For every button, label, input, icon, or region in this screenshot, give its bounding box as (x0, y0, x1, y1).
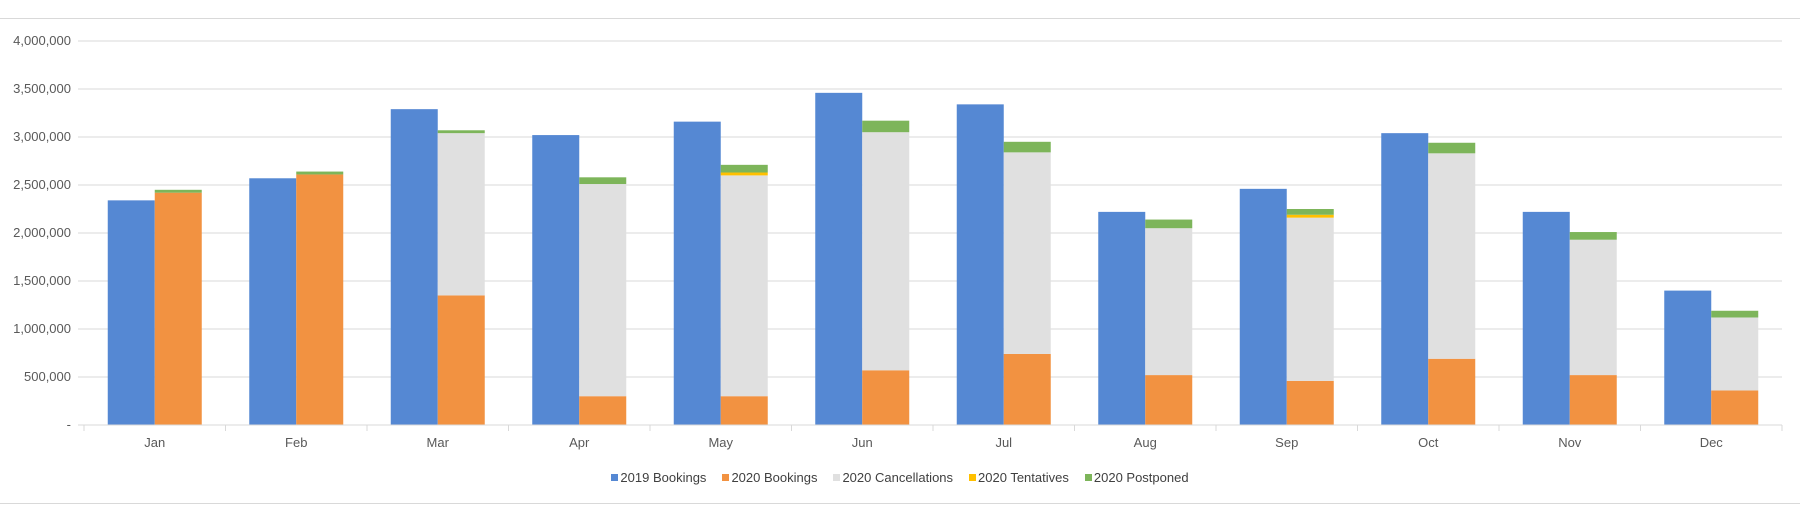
bar-2019-bookings (1239, 188, 1287, 425)
legend: 2019 Bookings 2020 Bookings 2020 Cancellat… (0, 470, 1800, 485)
legend-item: 2020 Cancellations (833, 470, 953, 485)
x-tick-label: Feb (285, 435, 307, 450)
bar-2019-bookings (1522, 211, 1570, 425)
legend-swatch (722, 474, 730, 481)
bar-2020-bookings (579, 396, 627, 425)
bar-2020-postponed (437, 130, 485, 134)
bar-2020-tentatives (1286, 214, 1334, 218)
legend-label: 2020 Tentatives (978, 470, 1069, 485)
bar-2020-postponed (1286, 209, 1334, 215)
y-tick-label: 2,000,000 (13, 225, 71, 240)
y-tick-label: 2,500,000 (13, 177, 71, 192)
bar-2020-postponed (1569, 232, 1617, 240)
bar-2020-bookings (1428, 358, 1476, 425)
bar-2019-bookings (249, 178, 297, 425)
y-tick-label: 3,000,000 (13, 129, 71, 144)
bar-2019-bookings (390, 109, 438, 425)
x-tick-label: Jun (852, 435, 873, 450)
legend-label: 2020 Cancellations (842, 470, 954, 485)
legend-label: 2020 Postponed (1093, 470, 1189, 485)
bar-2020-bookings (1286, 380, 1334, 425)
bar-2020-cancellations (1711, 317, 1759, 391)
legend-swatch (833, 474, 841, 481)
bar-2020-bookings (1145, 375, 1193, 425)
y-tick-label: 1,500,000 (13, 273, 71, 288)
legend-item: 2019 Bookings (611, 470, 706, 485)
legend-item: 2020 Bookings (722, 470, 817, 485)
x-tick-label: Jul (995, 435, 1012, 450)
x-tick-label: Aug (1134, 435, 1157, 450)
bar-2019-bookings (107, 200, 155, 425)
x-tick-label: May (708, 435, 733, 450)
y-tick-label: 1,000,000 (13, 321, 71, 336)
bar-2020-postponed (1428, 142, 1476, 154)
y-tick-label: - (67, 417, 71, 432)
x-tick-label: Nov (1558, 435, 1582, 450)
bar-2020-bookings (1711, 390, 1759, 425)
bar-2020-bookings (1569, 375, 1617, 425)
x-tick-label: Jan (144, 435, 165, 450)
bar-2019-bookings (1664, 290, 1712, 425)
bar-2019-bookings (1098, 211, 1146, 425)
legend-item: 2020 Tentatives (969, 470, 1069, 485)
bar-2020-postponed (720, 164, 768, 173)
bar-2020-postponed (862, 120, 910, 133)
legend-item: 2020 Postponed (1084, 470, 1189, 485)
bar-2020-bookings (154, 192, 202, 425)
legend-label: 2020 Bookings (731, 470, 818, 485)
legend-swatch (969, 474, 977, 481)
bar-2020-bookings (1003, 353, 1051, 425)
bar-2020-cancellations (1145, 228, 1193, 376)
bar-chart: - 500,000 1,000,000 1,500,000 2,000,000 2,500… (13, 33, 1783, 450)
legend-swatch (611, 474, 619, 481)
bar-2020-postponed (579, 177, 627, 185)
bar-2020-cancellations (1286, 217, 1334, 381)
x-tick-label: Apr (569, 435, 590, 450)
bar-2020-postponed (1003, 141, 1051, 153)
bar-2020-cancellations (1003, 152, 1051, 354)
legend-label: 2019 Bookings (620, 470, 707, 485)
bar-2020-cancellations (579, 184, 627, 397)
bar-2020-cancellations (720, 175, 768, 397)
bar-2019-bookings (956, 104, 1004, 426)
bar-2020-bookings (720, 396, 768, 425)
x-tick-label: Mar (427, 435, 450, 450)
bar-2020-bookings (296, 174, 344, 425)
legend-swatch (1084, 474, 1092, 481)
bar-2020-postponed (296, 171, 344, 175)
x-tick-label: Oct (1418, 435, 1439, 450)
y-tick-label: 500,000 (24, 369, 71, 384)
bar-2020-cancellations (862, 132, 910, 371)
y-tick-label: 3,500,000 (13, 81, 71, 96)
chart-area: - 500,000 1,000,000 1,500,000 2,000,000 2,500… (0, 18, 1800, 504)
bar-2019-bookings (532, 135, 580, 425)
bar-2019-bookings (815, 92, 863, 425)
bar-2020-postponed (154, 189, 202, 193)
bar-2019-bookings (673, 121, 721, 425)
bar-2020-cancellations (437, 133, 485, 296)
bar-2020-cancellations (1569, 239, 1617, 376)
bar-2020-postponed (1145, 219, 1193, 229)
bar-2020-postponed (1711, 310, 1759, 318)
x-tick-label: Sep (1275, 435, 1298, 450)
bar-2019-bookings (1381, 133, 1429, 425)
bar-2020-bookings (437, 295, 485, 425)
bar-2020-cancellations (1428, 153, 1476, 359)
bar-2020-tentatives (720, 172, 768, 176)
x-tick-label: Dec (1700, 435, 1724, 450)
y-tick-label: 4,000,000 (13, 33, 71, 48)
bar-2020-bookings (862, 370, 910, 425)
